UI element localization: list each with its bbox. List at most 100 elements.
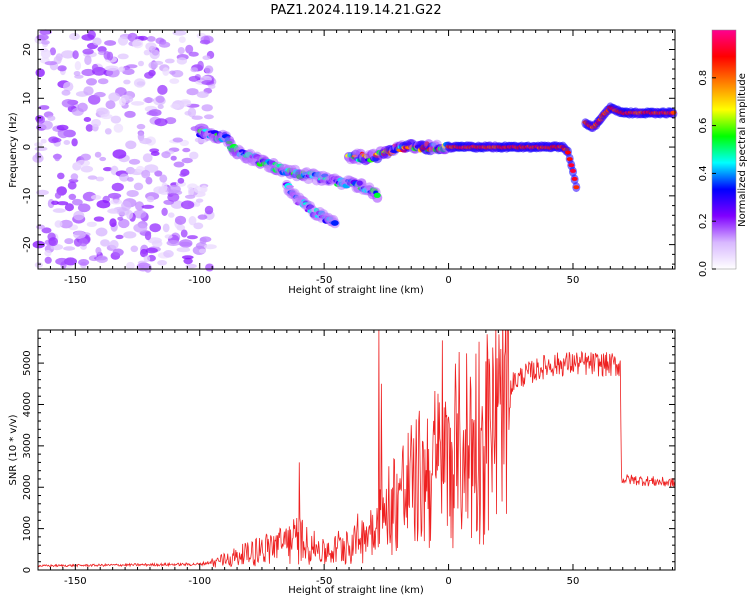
noise-blob xyxy=(186,235,198,240)
noise-blob xyxy=(48,237,58,247)
noise-blob xyxy=(67,181,77,190)
noise-blob xyxy=(77,203,91,213)
noise-blob xyxy=(90,194,102,200)
colorbar-gradient xyxy=(712,30,736,269)
noise-blob xyxy=(70,173,79,181)
feature-lower-branch xyxy=(281,179,340,229)
noise-blob xyxy=(157,260,168,266)
noise-blob xyxy=(100,239,110,247)
noise-blob xyxy=(110,115,122,124)
noise-blob xyxy=(167,184,181,194)
noise-blob xyxy=(74,60,82,71)
colorbar-frame xyxy=(711,29,737,270)
noise-blob xyxy=(177,177,185,184)
snr-x-axis: -150 -100 -50 0 50 xyxy=(37,330,674,587)
noise-blob xyxy=(126,190,139,197)
noise-blob xyxy=(143,255,151,263)
noise-blob xyxy=(110,199,123,205)
noise-blob xyxy=(81,68,95,77)
noise-blob xyxy=(44,249,52,257)
noise-blob xyxy=(158,41,171,48)
trace-point xyxy=(566,157,573,162)
tick-label: 50 xyxy=(567,275,580,286)
noise-blob xyxy=(190,67,198,73)
noise-blob xyxy=(145,247,158,254)
noise-blob xyxy=(201,104,213,112)
noise-blob xyxy=(184,194,196,199)
noise-blob xyxy=(80,165,94,173)
noise-blob xyxy=(41,227,52,234)
noise-blob xyxy=(85,124,94,132)
tick-label: 5000 xyxy=(22,350,33,375)
noise-blob xyxy=(73,71,81,76)
noise-blob xyxy=(144,72,154,79)
noise-blob xyxy=(123,79,131,85)
noise-blob xyxy=(150,151,160,157)
noise-blob xyxy=(86,221,97,227)
tick-label: -50 xyxy=(316,275,332,286)
tick-label: -10 xyxy=(22,188,33,204)
noise-blob xyxy=(77,102,88,113)
noise-blob xyxy=(195,198,204,203)
noise-blob xyxy=(103,51,111,60)
noise-blob xyxy=(176,247,191,253)
noise-blob xyxy=(112,149,127,159)
trace-point xyxy=(571,176,578,181)
noise-blob xyxy=(136,81,145,86)
noise-blob xyxy=(123,231,137,239)
noise-blob xyxy=(34,262,43,268)
noise-blob xyxy=(155,95,165,103)
spectrogram-frame xyxy=(37,29,676,270)
noise-blob xyxy=(36,189,49,196)
noise-blob xyxy=(135,201,144,211)
noise-blob xyxy=(35,115,46,124)
noise-blob xyxy=(131,101,145,106)
noise-blob xyxy=(208,84,216,89)
colorbar-ticks: 0.0 0.2 0.4 0.6 0.8 xyxy=(698,70,716,277)
noise-blob xyxy=(40,120,53,130)
noise-blob xyxy=(138,35,148,41)
tick-label: 4000 xyxy=(22,392,33,417)
noise-blob xyxy=(63,140,71,145)
noise-blob xyxy=(185,263,197,269)
noise-blob xyxy=(202,55,211,60)
noise-blob xyxy=(115,234,124,240)
trace-point xyxy=(570,168,576,173)
noise-blob xyxy=(109,218,117,228)
noise-blob xyxy=(146,111,158,116)
noise-blob xyxy=(82,48,94,55)
noise-blob xyxy=(51,137,62,143)
noise-blob xyxy=(56,124,69,131)
noise-blob xyxy=(126,210,133,220)
tick-label: 10 xyxy=(22,92,33,105)
spectrogram-marks xyxy=(32,29,678,273)
noise-blob xyxy=(61,50,75,59)
noise-blob xyxy=(72,50,79,60)
noise-blob xyxy=(172,137,183,143)
noise-blob xyxy=(191,115,203,120)
tick-label: 0.4 xyxy=(698,165,709,181)
noise-blob xyxy=(86,78,97,86)
noise-blob xyxy=(170,103,181,109)
noise-blob xyxy=(145,42,157,51)
noise-blob xyxy=(198,248,207,254)
noise-blob xyxy=(204,65,214,74)
noise-blob xyxy=(119,173,130,182)
trace-point xyxy=(573,185,580,190)
noise-blob xyxy=(180,200,195,210)
noise-blob xyxy=(163,250,174,258)
noise-blob xyxy=(91,119,101,127)
noise-blob xyxy=(117,53,129,60)
noise-blob xyxy=(71,138,78,147)
noise-blob xyxy=(78,237,88,247)
noise-blob xyxy=(88,94,101,105)
noise-blob xyxy=(92,37,102,46)
noise-blob xyxy=(174,215,187,225)
noise-blob xyxy=(182,147,191,153)
noise-blob xyxy=(39,29,52,35)
noise-blob xyxy=(52,208,66,213)
noise-blob xyxy=(200,185,208,193)
noise-blob xyxy=(188,186,194,197)
noise-blob xyxy=(95,227,108,237)
